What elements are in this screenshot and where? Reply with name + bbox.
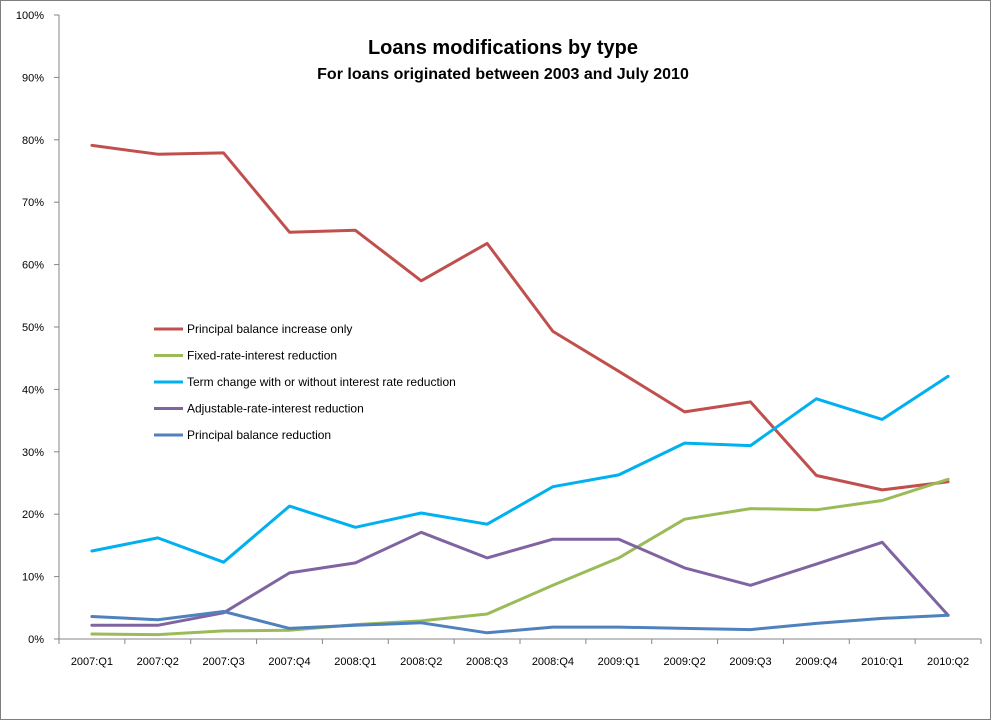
series-line-adjustable-rate-interest-reduction (90, 530, 950, 627)
x-tick-label: 2008:Q1 (334, 656, 376, 668)
x-tick-label: 2007:Q3 (203, 656, 245, 668)
y-tick-label: 60% (22, 260, 44, 272)
series-line-fixed-rate-interest-reduction (90, 477, 950, 637)
chart-subtitle: For loans originated between 2003 and Ju… (317, 66, 689, 83)
axes: 0% 10% 20% 30% 40% 50% 60% 70% 80% 90% 100% 2007:Q1… (16, 10, 982, 668)
y-tick-label: 80% (22, 135, 44, 147)
x-tick-label: 2008:Q4 (532, 656, 574, 668)
series-line-principal-balance-increase-only (90, 143, 950, 492)
y-tick-label: 70% (22, 197, 44, 209)
legend-label-term-change-with-or-without-interest-rate-reduction: Term change with or without interest rat… (187, 375, 456, 389)
y-tick-label: 100% (16, 10, 44, 22)
y-tick-label: 0% (28, 634, 44, 646)
x-tick-label: 2007:Q1 (71, 656, 113, 668)
y-tick-label: 30% (22, 447, 44, 459)
x-tick-label: 2010:Q2 (927, 656, 969, 668)
legend-label-principal-balance-reduction: Principal balance reduction (187, 428, 331, 442)
legend-label-principal-balance-increase-only: Principal balance increase only (187, 322, 352, 336)
x-tick-label: 2008:Q3 (466, 656, 508, 668)
legend: Principal balance increase only Fixed-rat… (154, 322, 456, 442)
y-tick-label: 10% (22, 572, 44, 584)
x-tick-label: 2007:Q2 (137, 656, 179, 668)
x-tick-label: 2009:Q1 (598, 656, 640, 668)
chart-title: Loans modifications by type (368, 37, 638, 59)
x-tick-label: 2009:Q2 (664, 656, 706, 668)
y-tick-label: 50% (22, 322, 44, 334)
legend-label-fixed-rate-interest-reduction: Fixed-rate-interest reduction (187, 349, 337, 363)
series-lines (90, 143, 950, 637)
x-tick-label: 2007:Q4 (268, 656, 310, 668)
x-tick-label: 2008:Q2 (400, 656, 442, 668)
y-tick-label: 90% (22, 72, 44, 84)
y-tick-label: 20% (22, 509, 44, 521)
y-tick-label: 40% (22, 384, 44, 396)
series-line-principal-balance-reduction (90, 610, 950, 635)
legend-label-adjustable-rate-interest-reduction: Adjustable-rate-interest reduction (187, 402, 364, 416)
series-line-term-change-with-or-without-interest-rate-reduction (90, 374, 950, 564)
x-tick-label: 2009:Q3 (729, 656, 771, 668)
x-tick-label: 2010:Q1 (861, 656, 903, 668)
x-tick-label: 2009:Q4 (795, 656, 837, 668)
